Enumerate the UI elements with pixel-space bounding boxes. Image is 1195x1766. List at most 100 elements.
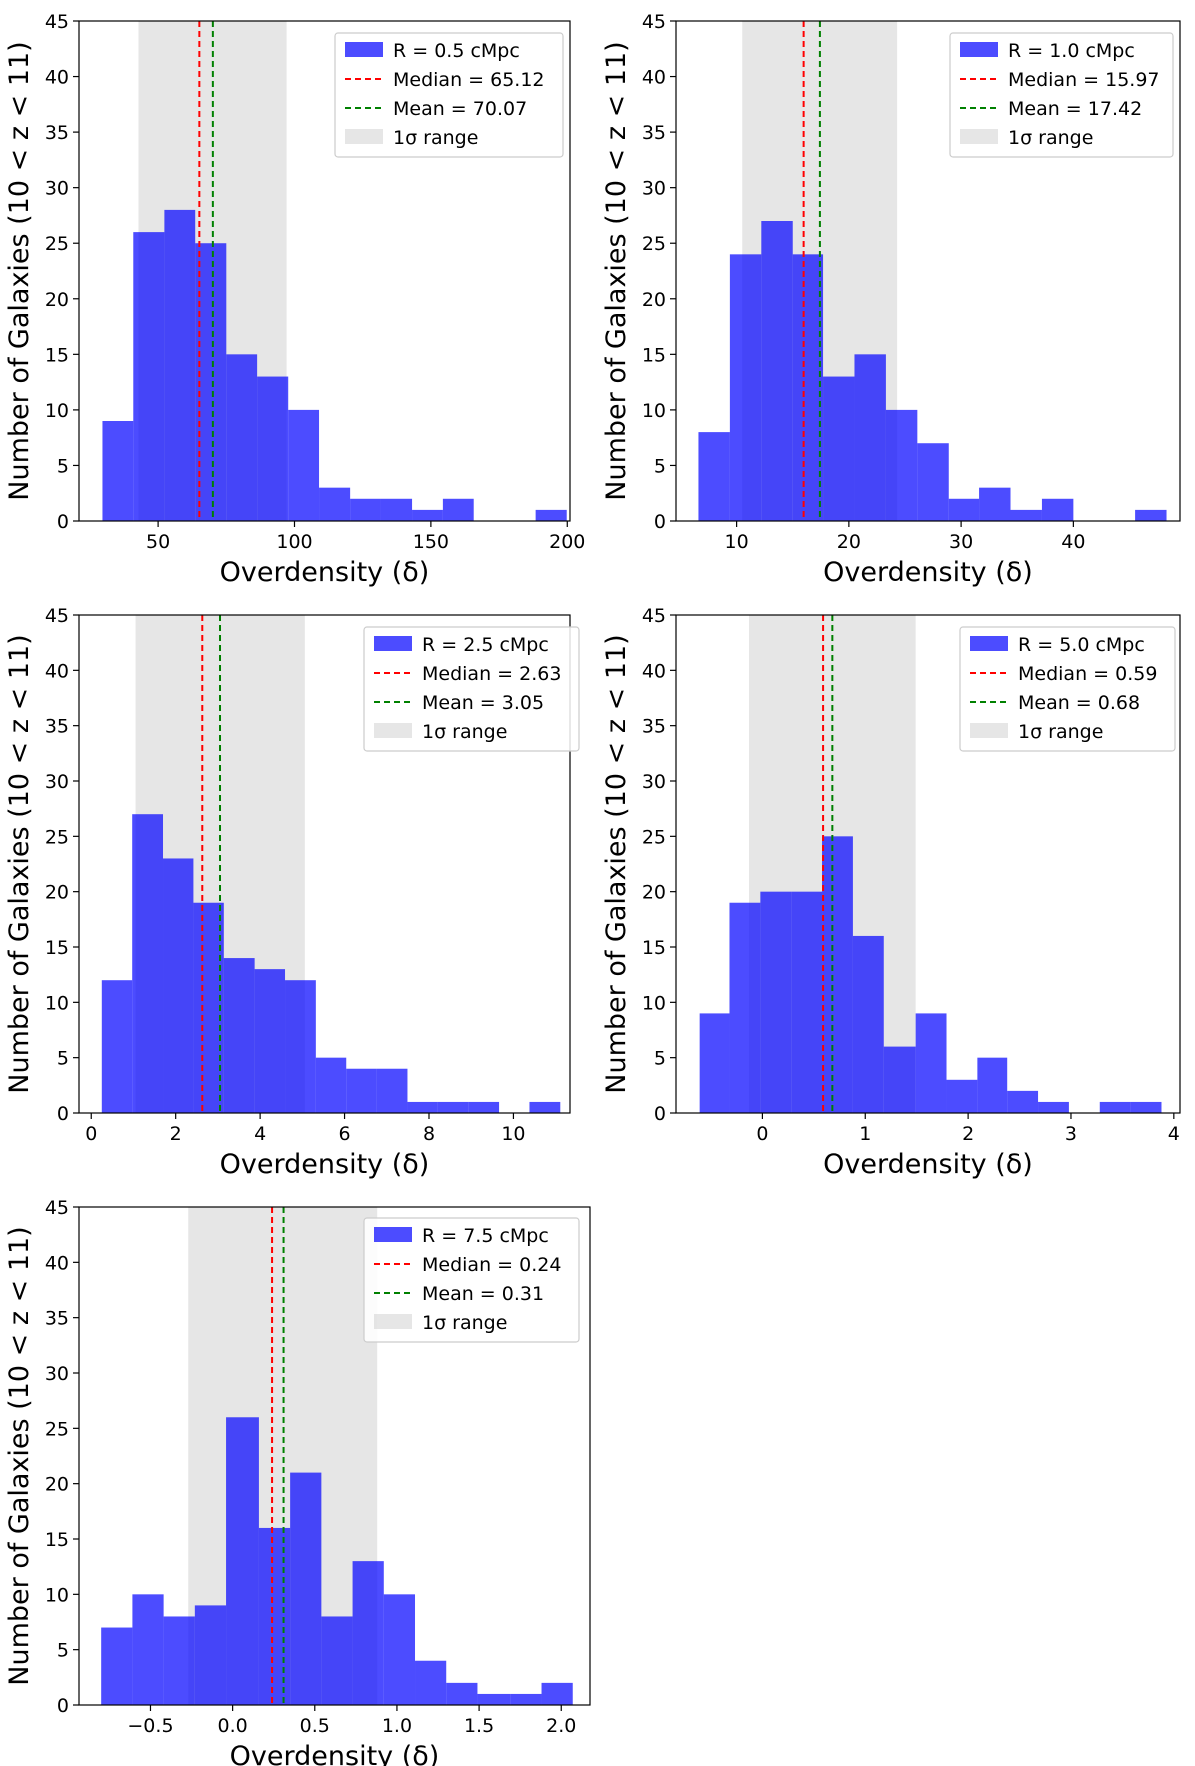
y-tick-label: 30 [642, 178, 666, 200]
histogram-bar [257, 376, 289, 521]
histogram-bar [101, 980, 133, 1113]
y-tick-label: 10 [45, 400, 69, 422]
y-tick-label: 0 [654, 511, 666, 533]
histogram-bar [285, 980, 316, 1113]
histogram-bar [529, 1101, 561, 1113]
histogram-bar [822, 836, 853, 1113]
histogram-bar [917, 443, 949, 521]
y-axis-label: Number of Galaxies (10 < z < 11) [601, 41, 632, 500]
histogram-panel-2: 0 5 10 15 20 25 30 35 40 45 10 20 30 40 Overdensity (δ… [601, 11, 1181, 588]
axes-frame [78, 1206, 591, 1706]
legend-mean-label: Mean = 17.42 [1008, 98, 1142, 120]
histogram-bar [979, 487, 1011, 521]
histogram-bar [885, 409, 918, 521]
y-tick-label: 15 [45, 344, 69, 366]
histogram-bar [729, 902, 761, 1113]
histogram-panel-4: 0 5 10 15 20 25 30 35 40 45 0 1 2 3 4 Overdensity (δ) Nu… [601, 605, 1181, 1180]
histogram-bar [468, 1101, 500, 1113]
histogram-bar [510, 1693, 542, 1705]
histogram-bar [407, 1101, 438, 1113]
legend: R = 0.5 cMpc Median = 65.12 Mean = 70.07 1σ… [334, 32, 564, 158]
axes-frame [78, 614, 571, 1114]
histogram-bar [1010, 509, 1042, 521]
y-tick-label: 5 [57, 1048, 69, 1070]
histogram-bar [132, 1594, 164, 1705]
y-tick-label: 20 [642, 289, 666, 311]
histogram-bar [288, 409, 320, 521]
legend-mean-label: Mean = 0.68 [1018, 692, 1140, 714]
y-axis-label: Number of Galaxies (10 < z < 11) [601, 634, 632, 1093]
y-tick-label: 20 [45, 1474, 69, 1496]
histogram-bar [102, 421, 134, 521]
legend-median-label: Median = 0.24 [422, 1254, 561, 1276]
histogram-bar [195, 243, 227, 521]
y-tick-label: 10 [642, 400, 666, 422]
histogram-bar [163, 1616, 195, 1705]
histogram-bar [319, 487, 351, 521]
x-axis-label: Overdensity (δ) [823, 557, 1033, 588]
x-tick-label: 8 [423, 1123, 435, 1145]
legend-sigma-label: 1σ range [1008, 127, 1093, 149]
y-tick-label: 20 [642, 882, 666, 904]
y-tick-label: 5 [57, 455, 69, 477]
histogram-bar [792, 254, 824, 522]
legend-sigma-swatch [970, 723, 1008, 738]
y-tick-label: 15 [45, 1529, 69, 1551]
legend-box [334, 32, 564, 158]
histogram-bar [446, 1682, 478, 1705]
y-tick-label: 35 [45, 1308, 69, 1330]
y-tick-label: 30 [45, 771, 69, 793]
histogram-bar [1130, 1101, 1162, 1113]
legend-mean-label: Mean = 3.05 [422, 692, 544, 714]
histogram-bar [254, 969, 286, 1113]
x-tick-label: 0 [756, 1123, 768, 1145]
x-tick-label: 10 [501, 1123, 525, 1145]
y-tick-label: 25 [642, 826, 666, 848]
histogram-bar [1135, 509, 1167, 521]
histogram-bar [290, 1472, 322, 1705]
histogram-bar [133, 232, 165, 521]
y-tick-label: 45 [45, 1197, 69, 1219]
y-tick-label: 0 [57, 1695, 69, 1717]
legend-hist-swatch [345, 42, 383, 57]
x-tick-label: 200 [549, 531, 585, 553]
legend-box [363, 1217, 580, 1343]
y-axis-label: Number of Galaxies (10 < z < 11) [4, 1226, 35, 1685]
y-tick-label: 15 [642, 344, 666, 366]
x-tick-label: 3 [1065, 1123, 1077, 1145]
histogram-bar [1038, 1101, 1069, 1113]
histogram-bar [223, 958, 255, 1113]
histogram-bar [1099, 1101, 1131, 1113]
x-tick-label: 100 [276, 531, 312, 553]
histogram-bar [226, 1417, 259, 1705]
legend-sigma-swatch [345, 129, 383, 144]
histogram-bar [854, 354, 886, 521]
legend-sigma-swatch [374, 723, 412, 738]
y-tick-label: 10 [45, 1584, 69, 1606]
x-tick-label: 50 [146, 531, 170, 553]
histogram-bar [1041, 498, 1074, 521]
y-tick-label: 40 [642, 660, 666, 682]
x-tick-label: 10 [725, 531, 749, 553]
y-tick-label: 40 [45, 67, 69, 89]
axes-frame [78, 20, 571, 522]
y-tick-label: 5 [57, 1640, 69, 1662]
y-tick-label: 5 [654, 455, 666, 477]
x-tick-label: 6 [339, 1123, 351, 1145]
legend-median-label: Median = 2.63 [422, 663, 561, 685]
histogram-bar [946, 1079, 978, 1113]
legend-box [949, 32, 1174, 158]
y-tick-label: 40 [45, 660, 69, 682]
histogram-panel-5: 0 5 10 15 20 25 30 35 40 45 −0.5 0.0 0.5 1.0 1.5 2.0 Ove… [4, 1197, 591, 1766]
legend-sigma-label: 1σ range [1018, 721, 1103, 743]
histogram-bar [437, 1101, 469, 1113]
histogram-bar [699, 1013, 730, 1113]
legend-sigma-swatch [374, 1314, 412, 1329]
y-axis-label: Number of Galaxies (10 < z < 11) [4, 634, 35, 1093]
y-tick-label: 45 [642, 11, 666, 33]
histogram-bar [948, 498, 980, 521]
legend-sigma-label: 1σ range [422, 1312, 507, 1334]
y-tick-label: 15 [642, 937, 666, 959]
legend-hist-label: R = 5.0 cMpc [1018, 634, 1145, 656]
